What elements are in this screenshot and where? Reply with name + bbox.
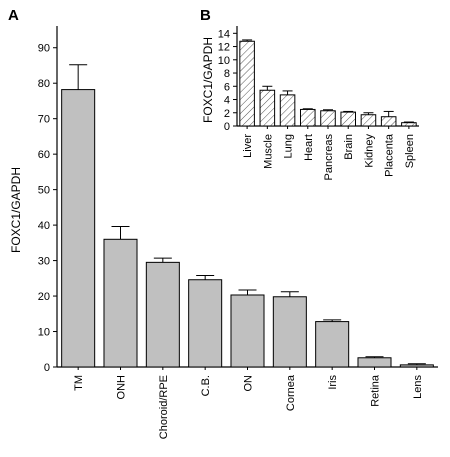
panel-b-category-label: Kidney [363,134,375,168]
panel-b-bar-lung [279,94,296,127]
panel-a-bar-iris [315,321,350,368]
panel-b-category-label: Heart [303,134,315,161]
panel-a-y-tick-label: 80 [38,78,50,90]
panel-b-category-label: Pancreas [323,134,335,181]
panel-b-bar-brain [340,111,357,127]
panel-b-y-tick-label: 6 [224,81,230,93]
panel-b-category-label: Spleen [404,134,416,168]
panel-b-bar-placenta [380,116,397,127]
panel-a-category-label: TM [73,375,85,391]
panel-b-y-tick-label: 2 [224,108,230,120]
panel-b-y-tick-label: 12 [218,42,230,54]
panel-a-y-tick-label: 30 [38,256,50,268]
panel-a-category-label: Retina [370,374,382,407]
panel-a-category-label: Cornea [285,374,297,411]
panel-a-bar-lens [399,364,434,368]
panel-a-y-tick-label: 40 [38,220,50,232]
panel-b-bar-liver [239,40,255,127]
panel-b-category-label: Muscle [262,134,274,169]
panel-a-category-label: Choroid/RPE [158,375,170,439]
panel-b-bar-muscle [259,89,276,127]
panel-b-y-tick-label: 8 [224,68,230,80]
panel-b-y-axis-title: FOXC1/GAPDH [201,37,215,123]
panel-a-bar-c-b- [188,279,223,368]
panel-a-y-tick-label: 60 [38,149,50,161]
panel-a-category-label: ONH [116,375,128,400]
panel-a-category-label: Lens [412,375,424,399]
panel-a-y-tick-label: 0 [44,362,50,374]
panel-b-bar-spleen [401,122,417,127]
panel-a-bar-retina [357,357,392,368]
panel-b-category-label: Placenta [384,133,396,177]
panel-a-y-tick-label: 20 [38,291,50,303]
panel-a-bar-tm [61,89,96,368]
panel-b-y-tick-label: 14 [218,28,230,40]
panel-letter-a: A [8,7,19,24]
panel-b-category-label: Brain [343,134,355,160]
panel-a-bar-onh [103,238,138,368]
panel-a-y-tick-label: 10 [38,327,50,339]
panel-b-category-label: Lung [283,134,295,158]
panel-a-category-label: Iris [327,375,339,390]
panel-a-y-axis-title: FOXC1/GAPDH [9,167,23,253]
panel-a-category-label: C.B. [200,375,212,396]
panel-b-category-label: Liver [242,134,254,158]
panel-a-y-tick-label: 70 [38,114,50,126]
panel-b-bar-pancreas [320,110,336,127]
panel-letter-b: B [200,7,211,24]
panel-a-y-tick-label: 90 [38,43,50,55]
panel-a-y-tick-label: 50 [38,185,50,197]
panel-b-bar-kidney [360,114,377,127]
panel-a-bar-choroid-rpe [145,261,180,368]
panel-b-y-tick-label: 4 [224,95,230,107]
panel-b-y-tick-label: 0 [224,121,230,133]
panel-b-y-tick-label: 10 [218,55,230,67]
panel-b-bar-heart [299,108,316,127]
panel-a-category-label: ON [243,375,255,392]
panel-a-bar-cornea [272,296,307,368]
panel-a-bar-on [230,294,265,368]
